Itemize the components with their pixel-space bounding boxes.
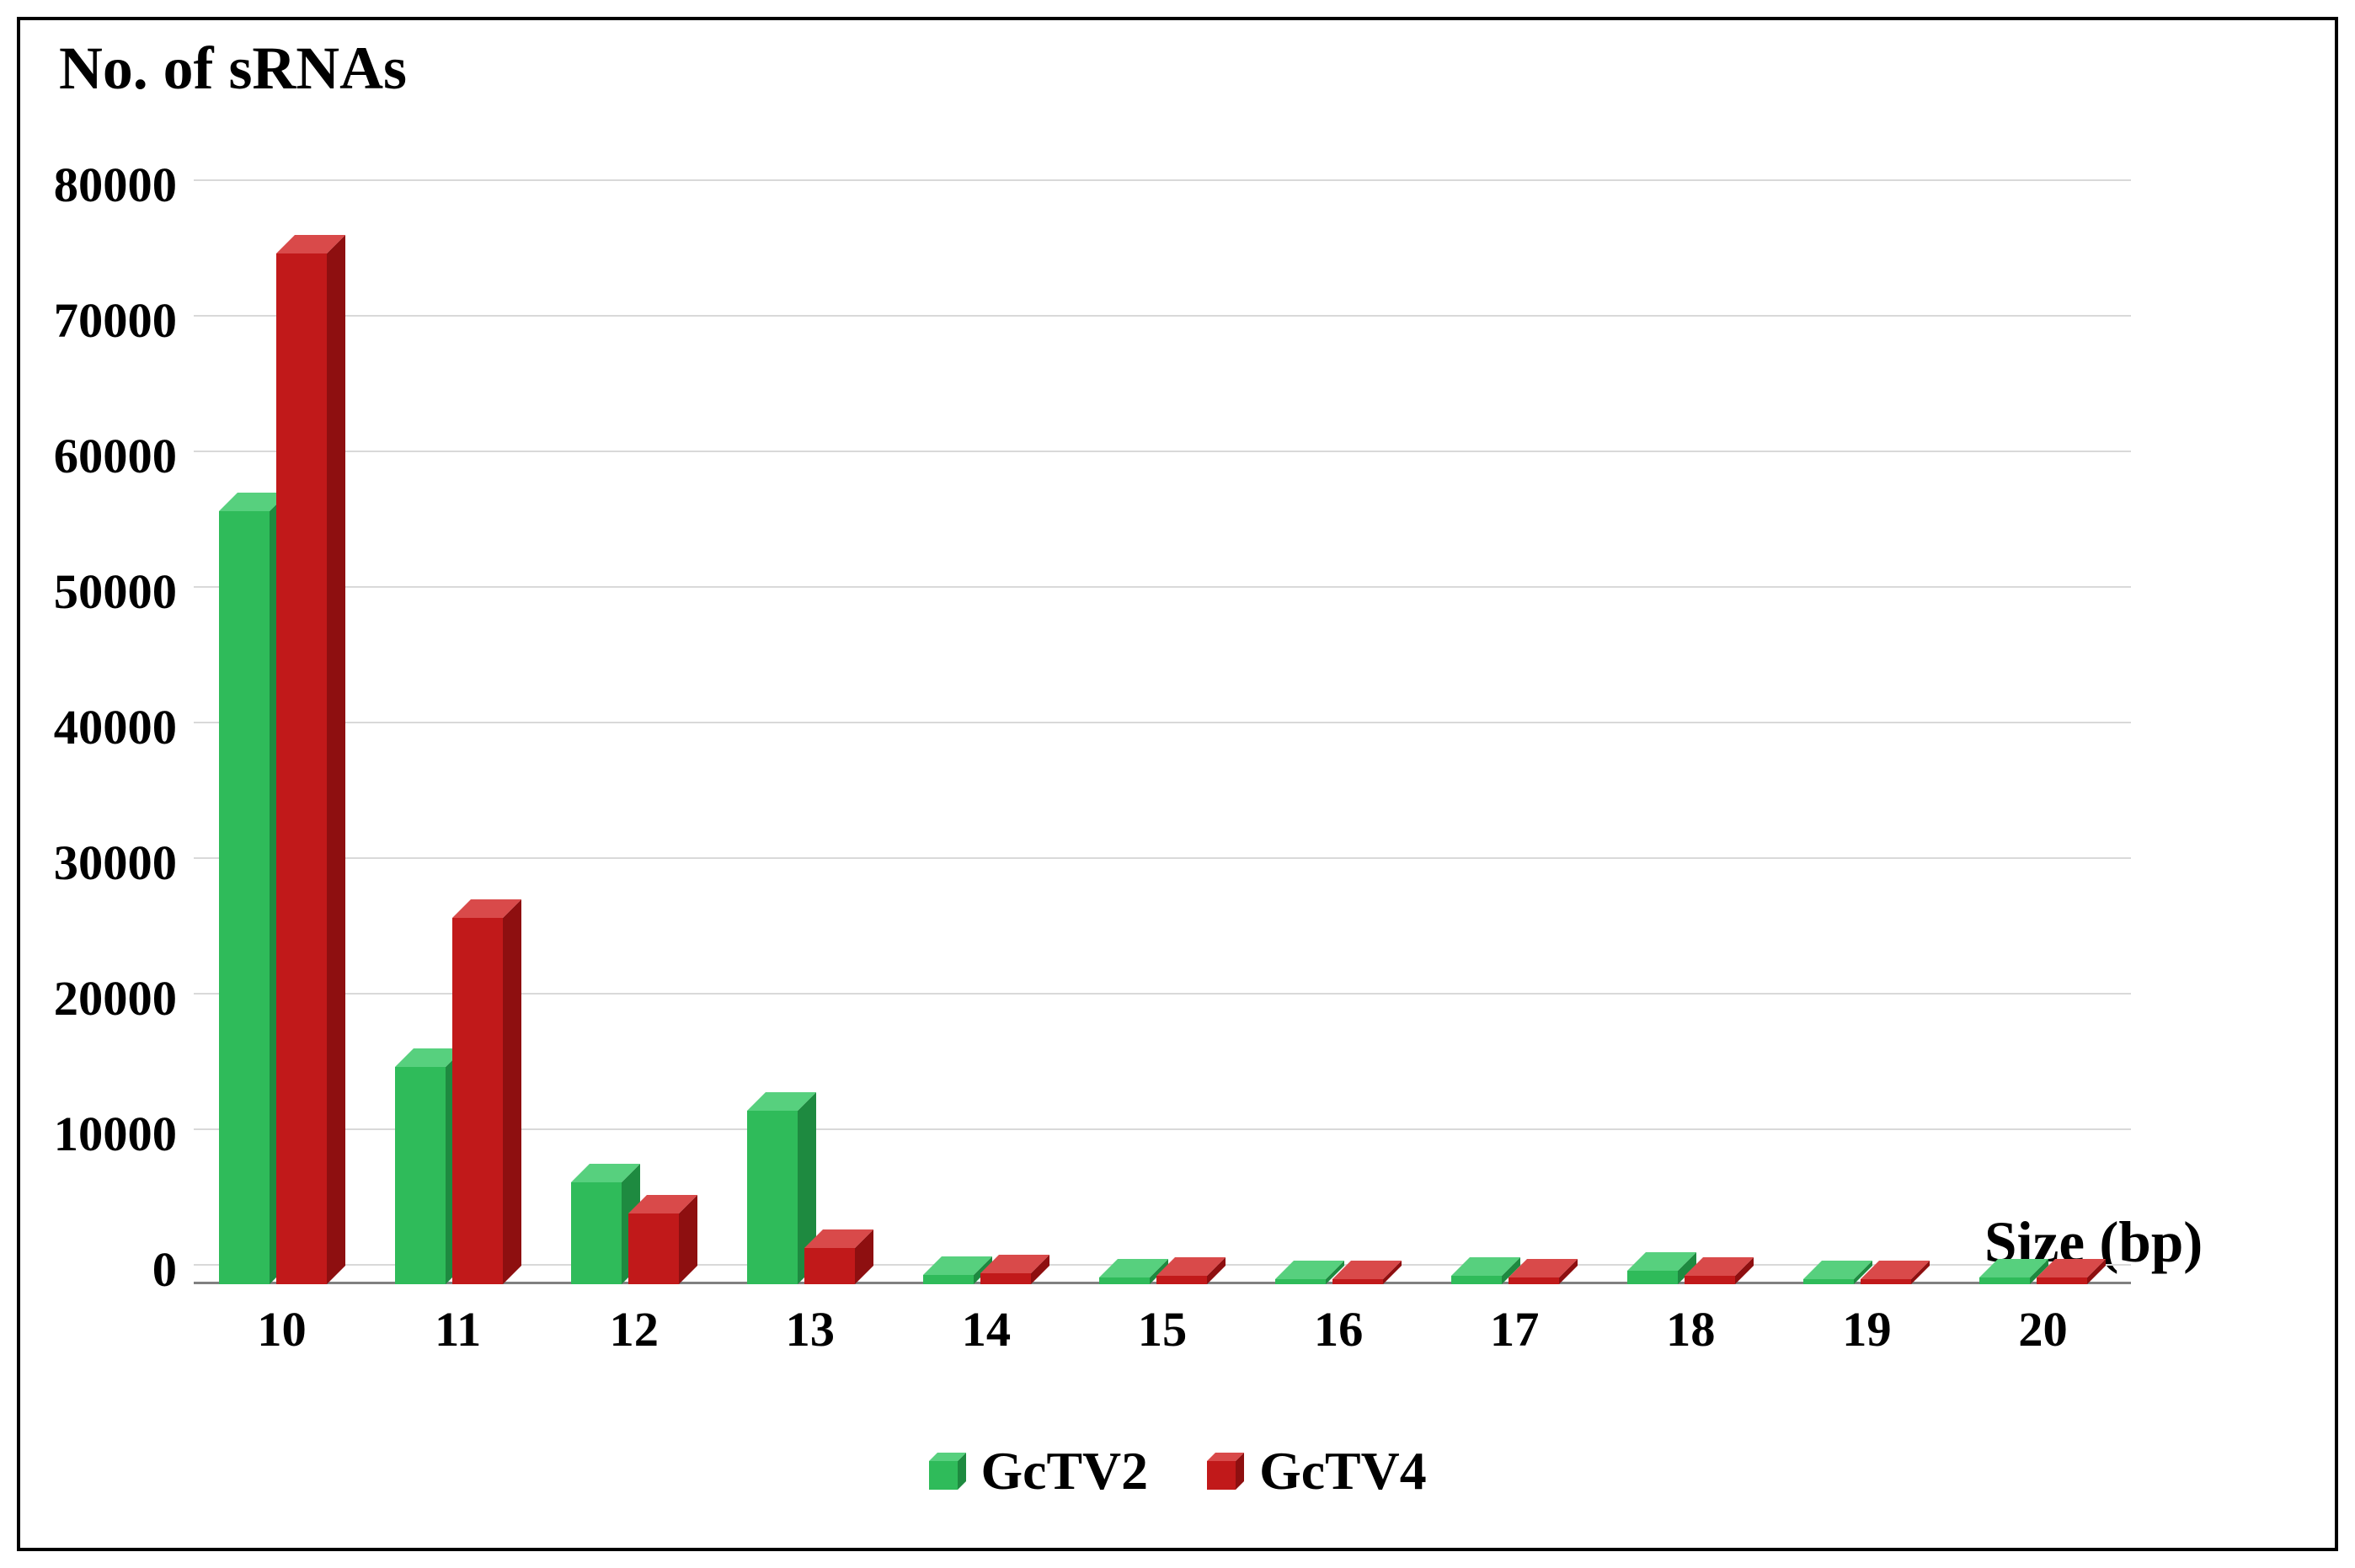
y-tick-label: 40000 [25,699,177,755]
legend-swatch [929,1453,966,1490]
x-tick-label: 18 [1603,1301,1779,1357]
legend-swatch [1207,1453,1244,1490]
legend-item-GcTV4: GcTV4 [1207,1440,1427,1502]
x-tick-label: 11 [370,1301,546,1357]
bar-GcTV4-17 [1509,1259,1578,1284]
x-tick-label: 20 [1955,1301,2131,1357]
bar-GcTV4-10 [276,235,345,1284]
bar-GcTV4-13 [804,1229,873,1284]
bar-GcTV4-14 [980,1255,1049,1284]
bar-GcTV4-18 [1685,1257,1754,1284]
x-tick-label: 13 [722,1301,898,1357]
y-tick-label: 30000 [25,835,177,891]
bar-GcTV4-16 [1332,1261,1402,1284]
bar-GcTV4-20 [2037,1259,2106,1284]
chart-canvas: No. of sRNAs Size (bp) GcTV2GcTV4 010000… [0,0,2355,1568]
x-tick-label: 15 [1074,1301,1250,1357]
legend: GcTV2 GcTV4 [929,1440,1427,1502]
bar-GcTV4-11 [452,899,521,1284]
gridline [194,722,2131,723]
x-tick-label: 10 [194,1301,370,1357]
x-tick-label: 19 [1779,1301,1955,1357]
bar-GcTV4-19 [1861,1261,1930,1284]
legend-item-GcTV2: GcTV2 [929,1440,1149,1502]
legend-label: GcTV2 [981,1440,1149,1502]
x-tick-label: 16 [1251,1301,1427,1357]
x-tick-label: 17 [1427,1301,1603,1357]
y-tick-label: 10000 [25,1106,177,1162]
bar-GcTV4-15 [1156,1257,1226,1284]
gridline [194,179,2131,181]
gridline [194,315,2131,317]
gridline [194,857,2131,859]
y-tick-label: 0 [25,1241,177,1298]
x-tick-label: 14 [898,1301,1074,1357]
y-tick-label: 50000 [25,563,177,620]
gridline [194,451,2131,452]
y-tick-label: 80000 [25,157,177,213]
x-tick-label: 12 [546,1301,722,1357]
bar-GcTV4-12 [628,1195,697,1284]
y-tick-label: 70000 [25,292,177,349]
plot-area [194,181,2131,1284]
legend-label: GcTV4 [1259,1440,1427,1502]
y-axis-title: No. of sRNAs [59,34,407,104]
y-tick-label: 20000 [25,970,177,1027]
y-tick-label: 60000 [25,428,177,484]
gridline [194,586,2131,588]
